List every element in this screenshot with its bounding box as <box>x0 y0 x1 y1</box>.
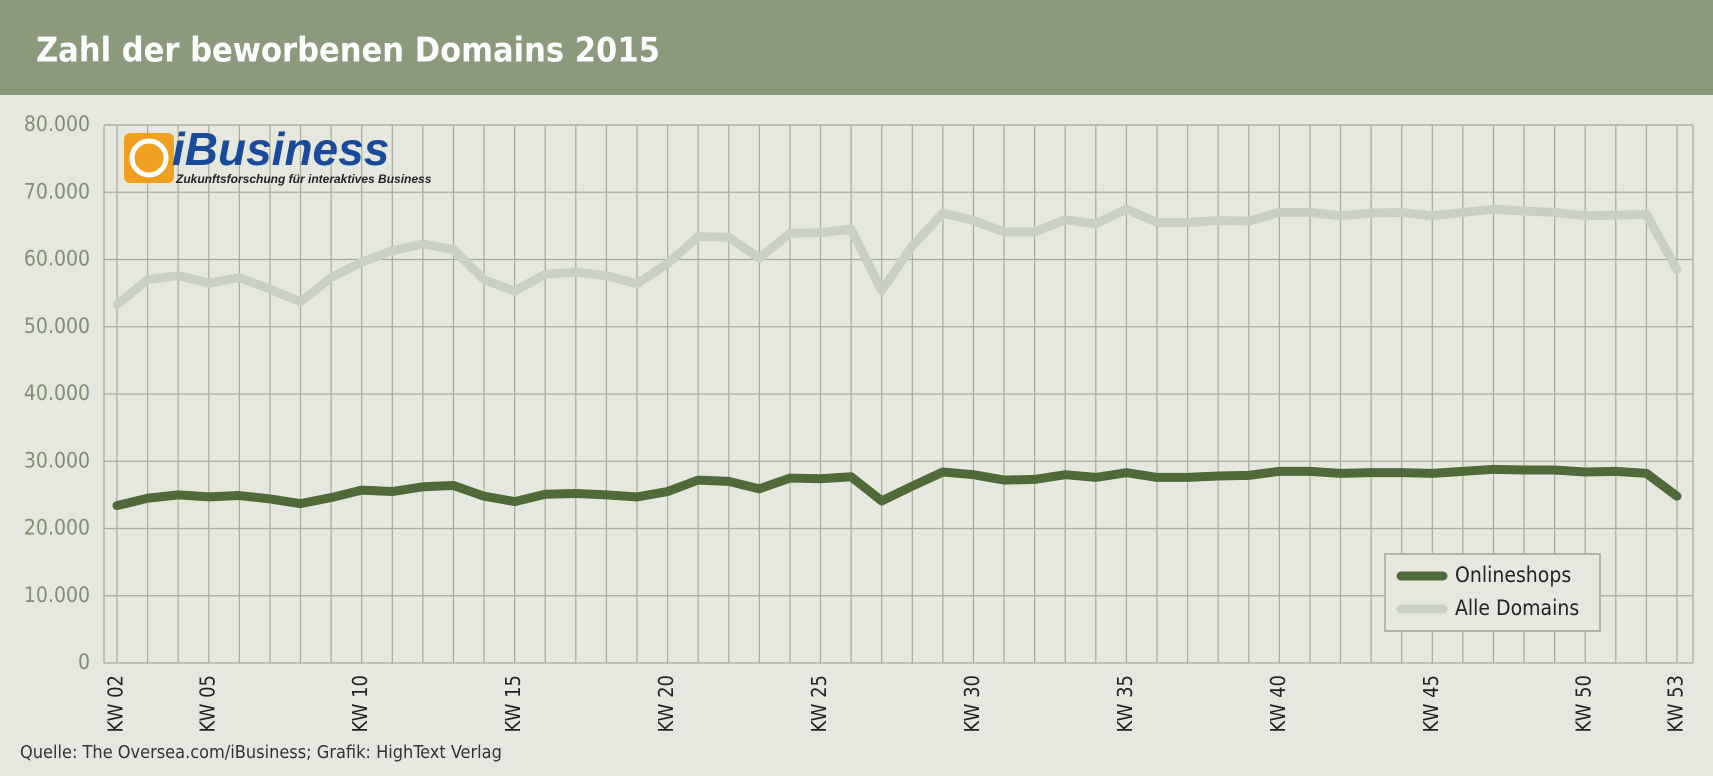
y-tick-label: 80.000 <box>24 112 90 136</box>
logo: iBusiness Zukunftsforschung für interakt… <box>124 123 432 186</box>
y-tick-label: 60.000 <box>24 247 90 271</box>
x-tick-label: KW 45 <box>1419 675 1443 732</box>
logo-tagline: Zukunftsforschung für interaktives Busin… <box>175 172 432 186</box>
x-tick-label: KW 15 <box>501 675 525 732</box>
y-tick-label: 20.000 <box>24 516 90 540</box>
series-line <box>112 204 1682 310</box>
x-tick-label: KW 50 <box>1572 675 1596 732</box>
y-tick-label: 10.000 <box>24 583 90 607</box>
y-tick-label: 50.000 <box>24 314 90 338</box>
y-tick-label: 30.000 <box>24 448 90 472</box>
series-line <box>112 464 1682 511</box>
y-tick-label: 70.000 <box>24 179 90 203</box>
legend-label: Onlineshops <box>1455 563 1571 587</box>
y-tick-label: 40.000 <box>24 381 90 405</box>
x-tick-label: KW 02 <box>104 675 128 732</box>
plot-area: KW 02 KW 05 KW 10 KW 15 KW 20 KW 25 KW 30 KW 35… <box>24 112 1694 732</box>
title-bar <box>0 0 1713 95</box>
logo-ring <box>129 138 169 178</box>
chart-title: Zahl der beworbenen Domains 2015 <box>36 31 660 71</box>
x-tick-label: KW 20 <box>654 675 678 732</box>
logo-name: iBusiness <box>172 123 389 175</box>
x-tick-label: KW 53 <box>1664 675 1688 732</box>
x-tick-label: KW 35 <box>1113 675 1137 732</box>
y-tick-label: 0 <box>78 650 90 674</box>
legend-label: Alle Domains <box>1455 596 1579 620</box>
x-tick-label: KW 25 <box>807 675 831 732</box>
x-tick-label: KW 10 <box>348 675 372 732</box>
legend-box <box>1384 553 1601 632</box>
x-tick-label: KW 40 <box>1266 675 1290 732</box>
x-tick-label: KW 05 <box>195 675 219 732</box>
source: Quelle: The Oversea.com/iBusiness; Grafi… <box>20 742 502 763</box>
legend: Onlineshops Alle Domains <box>1384 553 1601 632</box>
x-tick-label: KW 30 <box>960 675 984 732</box>
